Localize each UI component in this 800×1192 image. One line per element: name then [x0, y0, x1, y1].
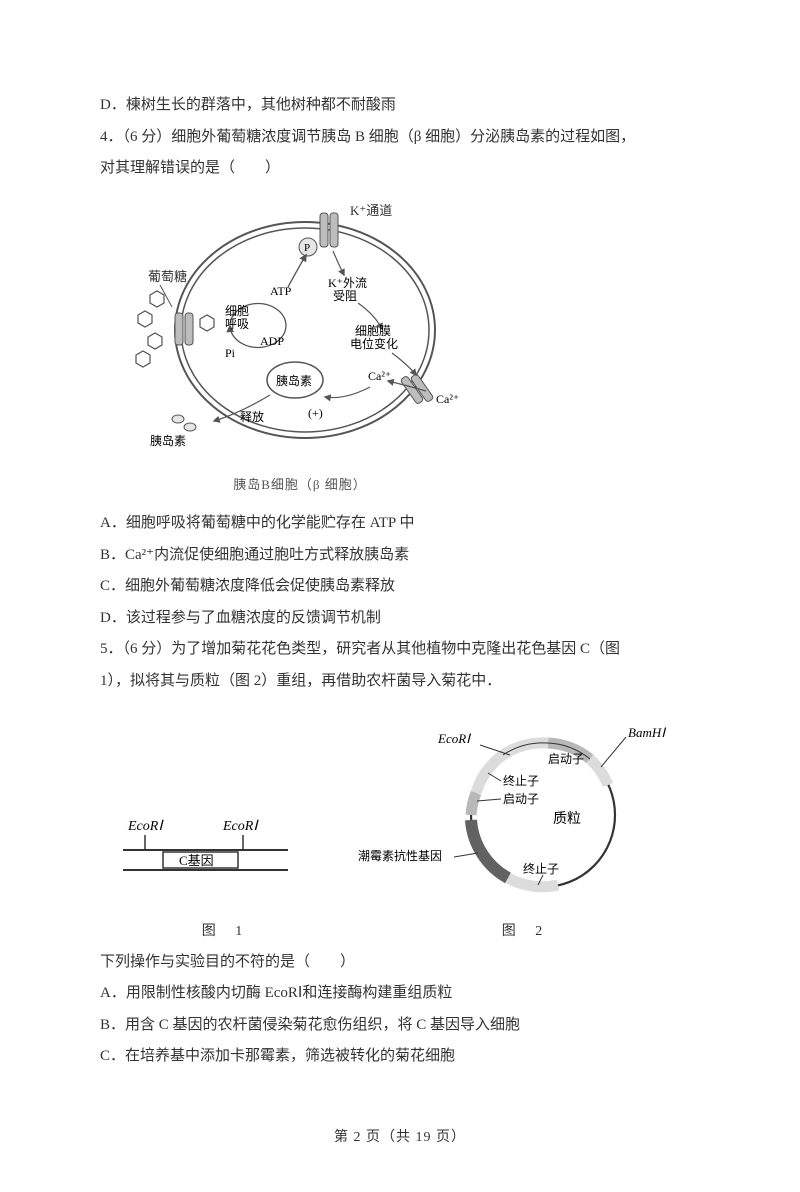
q5-stem-line2: 1），拟将其与质粒（图 2）重组，再借助农杆菌导入菊花中．: [100, 666, 700, 698]
q4-option-c: C．细胞外葡萄糖浓度降低会促使胰岛素释放: [100, 571, 700, 603]
q4-stem-line1: 4．（6 分）细胞外葡萄糖浓度调节胰岛 B 细胞（β 细胞）分泌胰岛素的过程如图…: [100, 122, 700, 154]
membrane-potential-label: 细胞膜 电位变化: [350, 324, 398, 351]
ca-out-label: Ca²⁺: [436, 392, 459, 406]
fig1-ecor1-right: EcoRⅠ: [222, 819, 259, 834]
q5-option-c: C．在培养基中添加卡那霉素，筛选被转化的菊花细胞: [100, 1041, 700, 1073]
fig2-resistance: 潮霉素抗性基因: [358, 848, 442, 863]
insulin-out-label: 胰岛素: [150, 433, 186, 448]
fig2-bamh1: BamHⅠ: [628, 725, 666, 740]
respiration-label: 细胞 呼吸: [225, 304, 252, 331]
glucose-transporter-icon: [175, 313, 193, 345]
q5-figures: EcoRⅠ EcoRⅠ C基因: [100, 715, 700, 905]
page-footer: 第 2 页（共 19 页）: [100, 1123, 700, 1152]
fig2-promoter1: 启动子: [548, 752, 584, 766]
q5-fig2: EcoRⅠ BamHⅠ 启动子 终止子 启动子 质粒 潮霉素抗性基因 终止子: [358, 715, 678, 905]
fig2-plasmid: 质粒: [553, 811, 581, 827]
q5-option-b: B．用含 C 基因的农杆菌侵染菊花愈伤组织，将 C 基因导入细胞: [100, 1010, 700, 1042]
q3-option-d: D．棟树生长的群落中，其他树种都不耐酸雨: [100, 90, 700, 122]
release-label: 释放: [240, 409, 264, 424]
k-outflow-label: K⁺外流 受阻: [328, 276, 370, 303]
q5-fig-labels: 图 1 图 2: [100, 917, 700, 946]
fig2-label: 图 2: [352, 917, 700, 946]
q4-stem-line2: 对其理解错误的是（ ）: [100, 153, 700, 185]
q4-diagram-caption: 胰岛B细胞（β 细胞）: [130, 471, 470, 498]
q5-stem-line1: 5．（6 分）为了增加菊花花色类型，研究者从其他植物中克隆出花色基因 C（图: [100, 634, 700, 666]
fig2-terminator2: 终止子: [523, 861, 559, 876]
q4-option-b: B．Ca²⁺内流促使细胞通过胞吐方式释放胰岛素: [100, 540, 700, 572]
q5-post: 下列操作与实验目的不符的是（ ）: [100, 947, 700, 979]
pi-label: Pi: [225, 346, 236, 360]
q4-option-d: D．该过程参与了血糖浓度的反馈调节机制: [100, 603, 700, 635]
fig1-cgene: C基因: [179, 853, 214, 868]
q5-option-a: A．用限制性核酸内切酶 EcoRⅠ和连接酶构建重组质粒: [100, 978, 700, 1010]
fig2-terminator1: 终止子: [503, 773, 539, 788]
fig1-label: 图 1: [100, 917, 352, 946]
fig1-ecor1-left: EcoRⅠ: [127, 819, 164, 834]
fig2-promoter2: 启动子: [503, 792, 539, 806]
q4-diagram: 葡萄糖 K⁺通道 P 细胞 呼吸 ATP ADP Pi K⁺外流 受阻 细胞膜 …: [130, 195, 700, 499]
q4-option-a: A．细胞呼吸将葡萄糖中的化学能贮存在 ATP 中: [100, 508, 700, 540]
fig2-ecor1: EcoRⅠ: [437, 731, 471, 746]
p-label: P: [304, 242, 310, 254]
k-channel-label: K⁺通道: [350, 203, 392, 218]
insulin-inner-label: 胰岛素: [276, 373, 312, 388]
q5-fig1: EcoRⅠ EcoRⅠ C基因: [123, 810, 293, 905]
adp-label: ADP: [260, 334, 284, 348]
plus-label: (+): [308, 406, 323, 420]
glucose-label: 葡萄糖: [148, 269, 187, 284]
ca-in-label: Ca²⁺: [368, 369, 391, 383]
